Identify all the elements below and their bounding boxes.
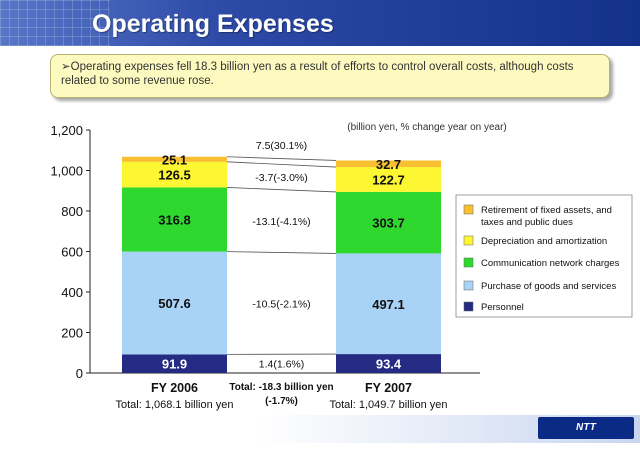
- unit-note: (billion yen, % change year on year): [347, 122, 507, 133]
- y-tick-label: 0: [76, 366, 83, 381]
- y-tick-label: 1,200: [50, 123, 83, 138]
- y-tick-label: 600: [61, 245, 83, 260]
- x-category-label: FY 2006: [151, 381, 198, 395]
- ntt-communications-logo: NTT Communications: [538, 417, 634, 439]
- data-label: 497.1: [372, 297, 405, 312]
- x-category-label: FY 2007: [365, 381, 412, 395]
- legend-label: Communication network charges: [481, 258, 620, 269]
- x-total-label: Total: 1,049.7 billion yen: [329, 399, 447, 411]
- connector-line: [227, 162, 336, 167]
- connector-line: [227, 157, 336, 161]
- connector-line: [227, 187, 336, 191]
- data-label: 316.8: [158, 213, 191, 228]
- x-total-label: Total: 1,068.1 billion yen: [115, 399, 233, 411]
- data-label: 122.7: [372, 173, 405, 188]
- total-change-percent: (-1.7%): [265, 396, 298, 407]
- y-tick-label: 1,000: [50, 164, 83, 179]
- legend-swatch: [464, 236, 473, 245]
- data-label: 126.5: [158, 168, 191, 183]
- change-label: 1.4(1.6%): [259, 359, 305, 371]
- y-tick-label: 800: [61, 204, 83, 219]
- data-label: 32.7: [376, 157, 401, 172]
- total-change-label: Total: -18.3 billion yen: [229, 382, 333, 393]
- change-label: -10.5(-2.1%): [252, 298, 310, 310]
- expenses-chart: (billion yen, % change year on year) 0 200…: [0, 0, 640, 415]
- legend-label: Purchase of goods and services: [481, 281, 616, 292]
- y-tick-label: 200: [61, 326, 83, 341]
- data-label: 25.1: [162, 152, 187, 167]
- legend-swatch: [464, 281, 473, 290]
- y-tick-label: 400: [61, 285, 83, 300]
- data-label: 303.7: [372, 216, 405, 231]
- legend-swatch: [464, 258, 473, 267]
- change-label: 7.5(30.1%): [256, 140, 307, 152]
- connector-line: [227, 252, 336, 254]
- legend-swatch: [464, 205, 473, 214]
- legend-swatch: [464, 302, 473, 311]
- change-label: -13.1(-4.1%): [252, 216, 310, 228]
- legend-label: Depreciation and amortization: [481, 236, 607, 247]
- data-label: 93.4: [376, 357, 402, 372]
- data-label: 91.9: [162, 357, 187, 372]
- data-label: 507.6: [158, 296, 191, 311]
- legend-label: Personnel: [481, 302, 524, 313]
- change-label: -3.7(-3.0%): [255, 172, 308, 184]
